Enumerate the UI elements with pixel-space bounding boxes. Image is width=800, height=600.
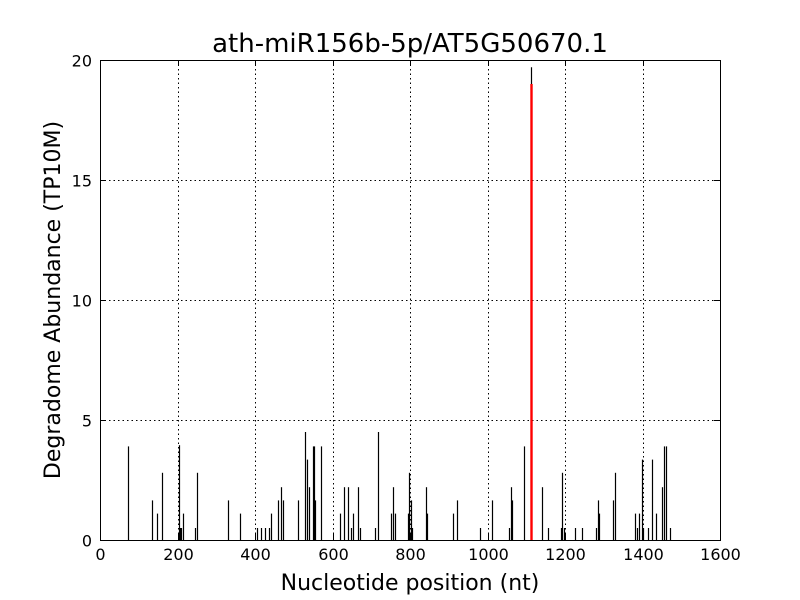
y-tick-label: 10 [72, 292, 92, 311]
x-tick-label: 1000 [468, 545, 509, 564]
axis-ticks: 0 200 400 600 800 1000 1200 1400 1600 0 5 10 15 20 [72, 52, 741, 565]
y-tick-label: 20 [72, 52, 92, 71]
x-axis-label: Nucleotide position (nt) [281, 571, 540, 596]
y-axis-label: Degradome Abundance (TP10M) [41, 121, 66, 479]
x-tick-label: 600 [318, 545, 349, 564]
grid [100, 60, 721, 541]
x-tick-label: 400 [240, 545, 271, 564]
x-tick-label: 1400 [623, 545, 664, 564]
y-tick-label: 15 [72, 172, 92, 191]
x-tick-label: 1600 [700, 545, 741, 564]
x-tick-label: 1200 [545, 545, 586, 564]
y-tick-label: 0 [82, 532, 92, 551]
chart-title: ath-miR156b-5p/AT5G50670.1 [212, 29, 608, 59]
y-tick-label: 5 [82, 412, 92, 431]
x-tick-label: 800 [395, 545, 426, 564]
x-tick-label: 0 [95, 545, 105, 564]
x-tick-label: 200 [163, 545, 194, 564]
bars [127, 67, 672, 540]
